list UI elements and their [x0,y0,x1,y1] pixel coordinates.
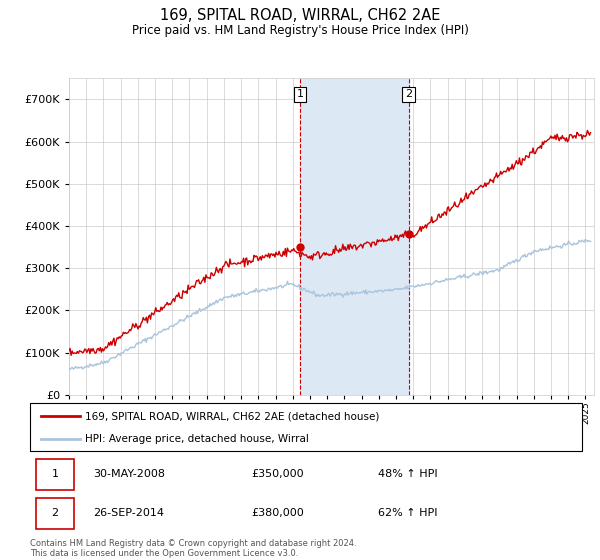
FancyBboxPatch shape [30,403,582,451]
Text: £350,000: £350,000 [251,469,304,479]
Text: HPI: Average price, detached house, Wirral: HPI: Average price, detached house, Wirr… [85,434,309,444]
Text: 169, SPITAL ROAD, WIRRAL, CH62 2AE (detached house): 169, SPITAL ROAD, WIRRAL, CH62 2AE (deta… [85,411,380,421]
Text: 1: 1 [52,469,58,479]
Text: 1: 1 [296,90,304,100]
Text: 2: 2 [405,90,412,100]
Text: 48% ↑ HPI: 48% ↑ HPI [378,469,437,479]
FancyBboxPatch shape [35,459,74,489]
Text: 62% ↑ HPI: 62% ↑ HPI [378,508,437,518]
Text: 30-MAY-2008: 30-MAY-2008 [94,469,166,479]
FancyBboxPatch shape [35,498,74,529]
Text: Price paid vs. HM Land Registry's House Price Index (HPI): Price paid vs. HM Land Registry's House … [131,24,469,36]
Text: 2: 2 [51,508,58,518]
Text: 26-SEP-2014: 26-SEP-2014 [94,508,164,518]
Text: Contains HM Land Registry data © Crown copyright and database right 2024.
This d: Contains HM Land Registry data © Crown c… [30,539,356,558]
Text: £380,000: £380,000 [251,508,304,518]
Bar [300,78,409,395]
Text: 169, SPITAL ROAD, WIRRAL, CH62 2AE: 169, SPITAL ROAD, WIRRAL, CH62 2AE [160,8,440,24]
